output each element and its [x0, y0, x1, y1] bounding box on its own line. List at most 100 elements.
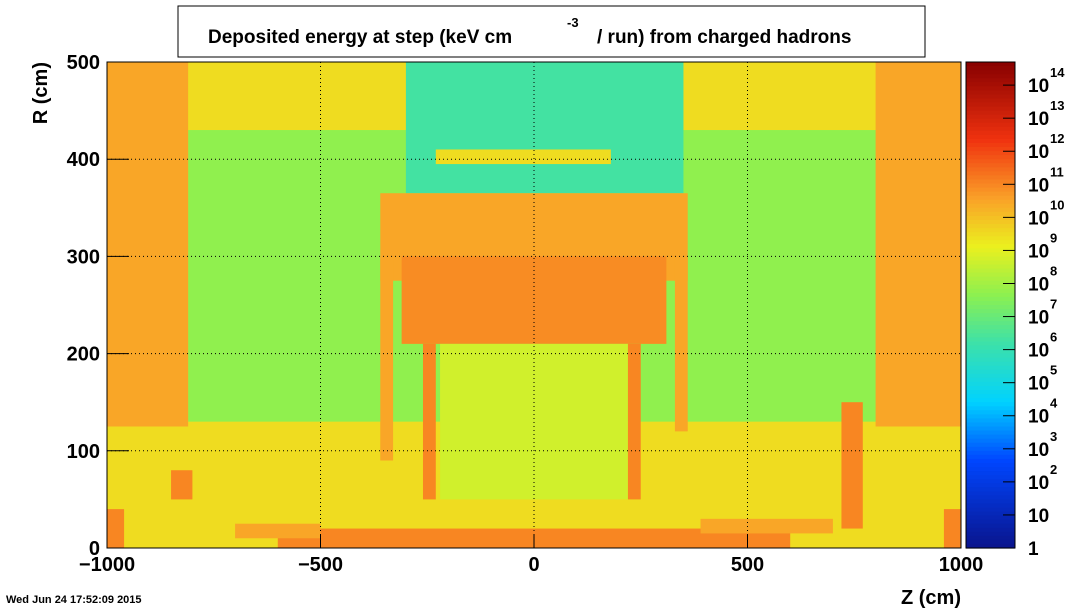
y-tick-label: 400 [67, 149, 100, 171]
colorbar-step [966, 260, 1015, 266]
heatmap-cell [841, 402, 863, 529]
colorbar-step [966, 527, 1015, 533]
title-superscript: -3 [567, 15, 579, 30]
colorbar-step [966, 426, 1015, 432]
colorbar-tick-label: 10 [1028, 506, 1049, 527]
colorbar-tick-exponent: 6 [1050, 330, 1057, 345]
colorbar-step [966, 345, 1015, 351]
title-box [177, 5, 926, 58]
x-tick-label: 500 [731, 554, 764, 576]
heatmap-cell [627, 343, 641, 500]
colorbar-tick-exponent: 14 [1050, 65, 1065, 80]
colorbar-step [966, 381, 1015, 387]
colorbar-step [966, 268, 1015, 274]
colorbar-step [966, 515, 1015, 521]
colorbar-tick-label: 10 [1028, 341, 1049, 362]
colorbar-step [966, 479, 1015, 484]
colorbar-step [966, 483, 1015, 488]
colorbar-step [966, 475, 1015, 480]
colorbar-step [966, 244, 1015, 249]
colorbar-tick-exponent: 10 [1050, 197, 1064, 212]
colorbar-step [966, 195, 1015, 201]
colorbar-step [966, 179, 1015, 185]
chart-title: Deposited energy at step (keV cm [208, 27, 512, 48]
colorbar-tick-label: 10 [1028, 440, 1049, 461]
colorbar-step [966, 337, 1015, 343]
colorbar-step [966, 110, 1015, 116]
heatmap-cell [943, 509, 961, 548]
colorbar-tick-label: 10 [1028, 76, 1049, 97]
colorbar-step [966, 143, 1015, 148]
colorbar-step [966, 353, 1015, 359]
colorbar-step [966, 183, 1015, 189]
colorbar-step [966, 122, 1015, 128]
colorbar-step [966, 499, 1015, 505]
colorbar-step [966, 272, 1015, 278]
colorbar-step [966, 313, 1015, 318]
colorbar-step [966, 248, 1015, 253]
heatmap-cell [107, 62, 189, 427]
colorbar-step [966, 430, 1015, 436]
colorbar-step [966, 147, 1015, 152]
y-tick-label: 100 [67, 441, 100, 463]
colorbar-step [966, 519, 1015, 525]
colorbar-step [966, 232, 1015, 237]
heatmap-cell [875, 62, 961, 427]
heatmap-cell [674, 256, 688, 432]
colorbar-step [966, 90, 1015, 95]
timestamp: Wed Jun 24 17:52:09 2015 [6, 594, 142, 606]
colorbar-step [966, 471, 1015, 476]
colorbar-step [966, 187, 1015, 193]
colorbar-step [966, 280, 1015, 286]
colorbar-step [966, 203, 1015, 209]
colorbar-tick-exponent: 5 [1050, 363, 1057, 378]
colorbar-step [966, 228, 1015, 233]
colorbar-tick-exponent: 7 [1050, 297, 1057, 312]
colorbar-step [966, 126, 1015, 132]
colorbar-step [966, 462, 1015, 468]
colorbar-step [966, 454, 1015, 460]
colorbar-step [966, 503, 1015, 509]
colorbar-step [966, 130, 1015, 136]
colorbar-tick-label: 10 [1028, 374, 1049, 395]
colorbar-step [966, 349, 1015, 355]
colorbar-step [966, 394, 1015, 399]
x-tick-label: 1000 [939, 554, 984, 576]
chart-title-rest: / run) from charged hadrons [597, 27, 851, 48]
colorbar-step [966, 167, 1015, 172]
colorbar-step [966, 535, 1015, 541]
y-tick-label: 200 [67, 344, 100, 366]
colorbar-step [966, 78, 1015, 83]
heatmap-cell [422, 343, 436, 500]
x-tick-label: 0 [528, 554, 539, 576]
colorbar-step [966, 467, 1015, 472]
colorbar-step [966, 341, 1015, 347]
colorbar-step [966, 325, 1015, 330]
colorbar-step [966, 199, 1015, 205]
colorbar-step [966, 361, 1015, 367]
colorbar-step [966, 507, 1015, 513]
colorbar-step [966, 86, 1015, 91]
colorbar-step [966, 211, 1015, 217]
colorbar-step [966, 256, 1015, 262]
colorbar-tick-exponent: 4 [1050, 396, 1058, 411]
colorbar-step [966, 276, 1015, 282]
colorbar-step [966, 118, 1015, 124]
colorbar-step [966, 252, 1015, 257]
colorbar-step [966, 74, 1015, 79]
colorbar-step [966, 523, 1015, 529]
colorbar-tick-label: 10 [1028, 308, 1049, 329]
colorbar-step [966, 365, 1015, 371]
colorbar-step [966, 321, 1015, 326]
colorbar-step [966, 398, 1015, 403]
colorbar-step [966, 82, 1015, 87]
colorbar-step [966, 191, 1015, 197]
colorbar-step [966, 300, 1015, 306]
colorbar-step [966, 138, 1015, 144]
colorbar-step [966, 114, 1015, 120]
colorbar-step [966, 102, 1015, 108]
colorbar-step [966, 406, 1015, 411]
heatmap-cell [235, 523, 321, 539]
y-tick-label: 300 [67, 246, 100, 268]
colorbar-step [966, 98, 1015, 104]
